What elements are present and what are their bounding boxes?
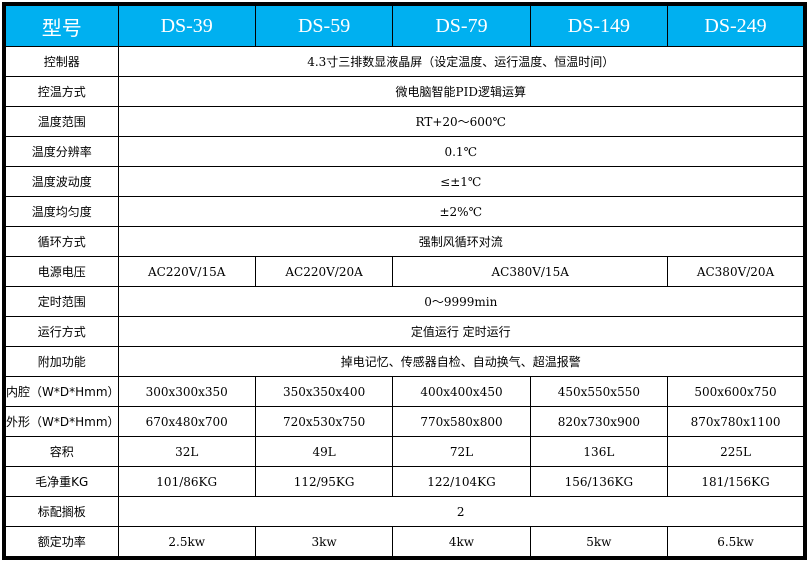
cell-value: AC380V/20A <box>667 256 806 287</box>
row-label: 运行方式 <box>3 316 119 347</box>
row-label: 附加功能 <box>3 346 119 377</box>
table-row: 附加功能 掉电记忆、传感器自检、自动换气、超温报警 <box>3 346 806 377</box>
model-header: DS-59 <box>254 3 394 47</box>
cell-value: 6.5kw <box>667 526 806 559</box>
table-row: 毛净重KG 101/86KG 112/95KG 122/104KG 156/136KG 1… <box>3 466 806 497</box>
row-value: 4.3寸三排数显液晶屏（设定温度、运行温度、恒温时间） <box>117 46 806 77</box>
row-label: 循环方式 <box>3 226 119 257</box>
table-row: 内腔（W*D*Hmm） 300x300x350 350x350x400 400x400… <box>3 376 806 407</box>
cell-value: 32L <box>117 436 256 467</box>
cell-value: 300x300x350 <box>117 376 256 407</box>
table-row: 外形（W*D*Hmm） 670x480x700 720x530x750 770x580… <box>3 406 806 437</box>
row-label: 温度分辨率 <box>3 136 119 167</box>
row-value: 0～9999min <box>117 286 806 317</box>
cell-value: AC220V/15A <box>117 256 256 287</box>
row-value: 微电脑智能PID逻辑运算 <box>117 76 806 107</box>
row-label: 额定功率 <box>3 526 119 559</box>
cell-value: 5kw <box>529 526 669 559</box>
row-label: 电源电压 <box>3 256 119 287</box>
row-value: 0.1℃ <box>117 136 806 167</box>
cell-value: 181/156KG <box>667 466 806 497</box>
table-row: 温度均匀度 ±2%℃ <box>3 196 806 227</box>
table-row: 温度范围 RT+20～600℃ <box>3 106 806 137</box>
cell-value: 101/86KG <box>117 466 256 497</box>
cell-value: 225L <box>667 436 806 467</box>
cell-value: 122/104KG <box>392 466 531 497</box>
cell-value: AC380V/15A <box>392 256 669 287</box>
cell-value: 870x780x1100 <box>667 406 806 437</box>
row-value: ±2%℃ <box>117 196 806 227</box>
row-value: RT+20～600℃ <box>117 106 806 137</box>
row-label: 温度均匀度 <box>3 196 119 227</box>
row-label: 温度范围 <box>3 106 119 137</box>
cell-value: 49L <box>254 436 394 467</box>
table-row: 定时范围 0～9999min <box>3 286 806 317</box>
cell-value: 3kw <box>254 526 394 559</box>
model-header: DS-79 <box>392 3 531 47</box>
row-value: 掉电记忆、传感器自检、自动换气、超温报警 <box>117 346 806 377</box>
row-value: 2 <box>117 496 806 527</box>
row-label: 内腔（W*D*Hmm） <box>3 376 120 407</box>
row-label: 容积 <box>3 436 119 467</box>
row-label: 控制器 <box>3 46 119 77</box>
row-value: 定值运行 定时运行 <box>117 316 806 347</box>
cell-value: 670x480x700 <box>117 406 256 437</box>
cell-value: 350x350x400 <box>254 376 394 407</box>
table-row: 循环方式 强制风循环对流 <box>3 226 806 257</box>
cell-value: AC220V/20A <box>254 256 394 287</box>
table-row: 容积 32L 49L 72L 136L 225L <box>3 436 806 467</box>
cell-value: 500x600x750 <box>667 376 806 407</box>
cell-value: 720x530x750 <box>254 406 394 437</box>
model-header: DS-39 <box>117 3 256 47</box>
table-row: 温度波动度 ≤±1℃ <box>3 166 806 197</box>
cell-value: 2.5kw <box>117 526 256 559</box>
cell-value: 770x580x800 <box>392 406 531 437</box>
table-row: 运行方式 定值运行 定时运行 <box>3 316 806 347</box>
header-row: 型号 DS-39 DS-59 DS-79 DS-149 DS-249 <box>3 3 806 47</box>
cell-value: 450x550x550 <box>529 376 669 407</box>
table-row: 温度分辨率 0.1℃ <box>3 136 806 167</box>
cell-value: 400x400x450 <box>392 376 531 407</box>
cell-value: 820x730x900 <box>529 406 669 437</box>
table-row: 标配搁板 2 <box>3 496 806 527</box>
cell-value: 72L <box>392 436 531 467</box>
table-row: 额定功率 2.5kw 3kw 4kw 5kw 6.5kw <box>3 526 806 559</box>
cell-value: 156/136KG <box>529 466 669 497</box>
row-label: 标配搁板 <box>3 496 119 527</box>
row-label: 控温方式 <box>3 76 119 107</box>
row-value: 强制风循环对流 <box>117 226 806 257</box>
model-header: DS-149 <box>529 3 669 47</box>
model-header: DS-249 <box>667 3 806 47</box>
row-value: ≤±1℃ <box>117 166 806 197</box>
cell-value: 4kw <box>392 526 531 559</box>
row-label: 温度波动度 <box>3 166 119 197</box>
row-label: 外形（W*D*Hmm） <box>3 406 120 437</box>
cell-value: 112/95KG <box>254 466 394 497</box>
row-label: 毛净重KG <box>3 466 119 497</box>
table-row: 控制器 4.3寸三排数显液晶屏（设定温度、运行温度、恒温时间） <box>3 46 806 77</box>
model-label-header: 型号 <box>3 3 119 47</box>
table-row: 控温方式 微电脑智能PID逻辑运算 <box>3 76 806 107</box>
cell-value: 136L <box>529 436 669 467</box>
table-row: 电源电压 AC220V/15A AC220V/20A AC380V/15A AC380V… <box>3 256 806 287</box>
row-label: 定时范围 <box>3 286 119 317</box>
